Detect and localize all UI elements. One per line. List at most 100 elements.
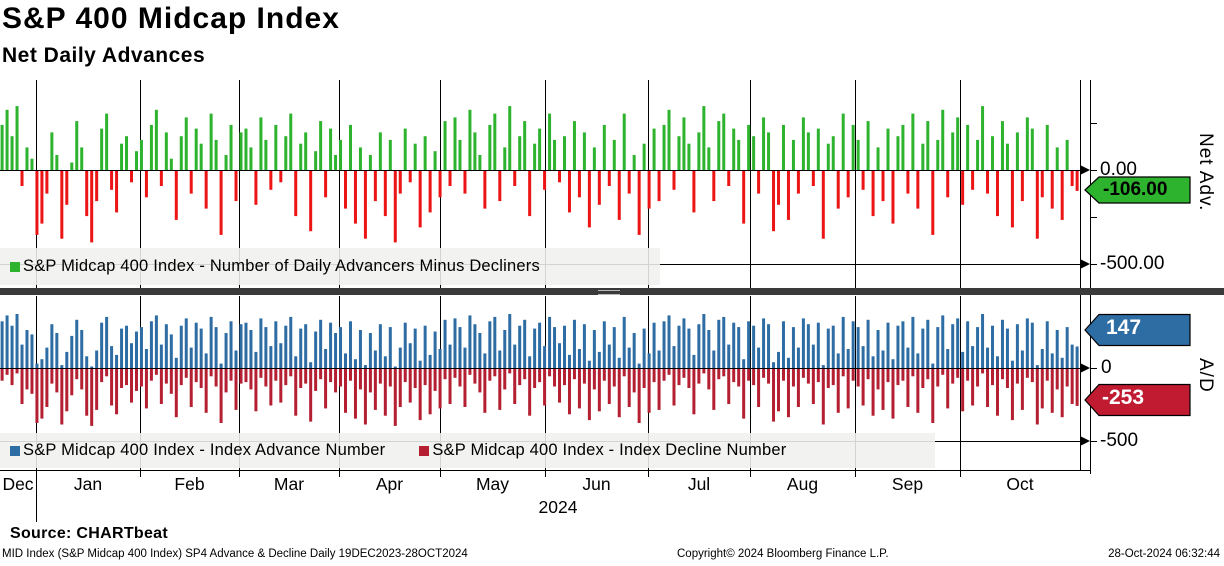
net-advance-bar bbox=[224, 155, 228, 170]
advance-bar bbox=[254, 351, 258, 368]
advance-bar bbox=[742, 359, 746, 368]
decline-bar bbox=[254, 369, 258, 412]
net-advance-bar bbox=[239, 132, 243, 170]
advance-bar bbox=[976, 327, 980, 368]
advance-bar bbox=[538, 322, 542, 368]
net-advance-bar bbox=[762, 117, 766, 170]
decline-bar bbox=[15, 369, 19, 374]
decline-bar bbox=[174, 369, 178, 418]
net-decline-bar bbox=[219, 171, 223, 235]
advance-bar bbox=[777, 351, 781, 368]
net-decline-bar bbox=[786, 171, 790, 220]
advance-bar bbox=[757, 347, 761, 368]
decline-bar bbox=[314, 369, 318, 391]
net-decline-bar bbox=[607, 171, 611, 186]
decline-bar bbox=[413, 369, 417, 388]
decline-bar bbox=[697, 369, 701, 384]
net-decline-bar bbox=[383, 171, 387, 217]
net-advance-bar bbox=[737, 139, 741, 170]
advance-bar bbox=[692, 354, 696, 368]
advance-bar bbox=[572, 319, 576, 368]
decline-series-swatch-icon bbox=[419, 445, 430, 456]
advance-bar bbox=[662, 321, 666, 368]
net-legend-label: S&P Midcap 400 Index - Number of Daily A… bbox=[23, 257, 540, 275]
ad-tick-minus500: -500 bbox=[1100, 430, 1139, 451]
advance-bar bbox=[702, 314, 706, 368]
advance-bar bbox=[368, 333, 372, 368]
advance-bar bbox=[304, 324, 308, 368]
decline-bar bbox=[1060, 369, 1064, 418]
advance-bar bbox=[916, 353, 920, 368]
advance-bar bbox=[65, 351, 69, 368]
net-decline-bar bbox=[672, 171, 676, 190]
net-advance-bar bbox=[503, 147, 507, 170]
advance-bar bbox=[40, 359, 44, 368]
advance-legend-item[interactable]: S&P Midcap 400 Index - Index Advance Num… bbox=[0, 441, 385, 460]
advance-bar bbox=[314, 331, 318, 368]
decline-bar bbox=[169, 369, 173, 394]
net-advance-bar bbox=[154, 109, 158, 170]
net-advance-bar bbox=[50, 132, 54, 170]
advance-bar bbox=[324, 349, 328, 368]
advance-bar bbox=[617, 357, 621, 368]
advance-bar bbox=[329, 322, 333, 368]
decline-bar bbox=[35, 369, 39, 423]
decline-bar bbox=[30, 369, 34, 394]
decline-bar bbox=[727, 369, 731, 404]
advance-bar bbox=[1020, 350, 1024, 368]
net-decline-bar bbox=[344, 171, 348, 209]
decline-bar bbox=[553, 369, 557, 387]
decline-bar bbox=[234, 369, 238, 410]
net-advance-bar bbox=[199, 143, 203, 170]
net-advance-bar bbox=[518, 136, 522, 170]
advance-bar bbox=[796, 347, 800, 368]
net-advance-bar bbox=[592, 147, 596, 170]
net-advance-bar bbox=[876, 147, 880, 170]
decline-bar bbox=[20, 369, 24, 404]
decline-bar bbox=[179, 369, 183, 386]
decline-bar bbox=[90, 369, 94, 426]
decline-bar bbox=[856, 369, 860, 387]
decline-bar bbox=[279, 369, 283, 403]
net-decline-bar bbox=[627, 171, 631, 194]
decline-legend-item[interactable]: S&P Midcap 400 Index - Index Decline Num… bbox=[409, 441, 786, 460]
advance-bar bbox=[677, 325, 681, 368]
decline-last-value-badge bbox=[1084, 383, 1191, 417]
net-decline-bar bbox=[144, 171, 148, 198]
net-decline-bar bbox=[279, 171, 283, 183]
net-legend[interactable]: S&P Midcap 400 Index - Number of Daily A… bbox=[0, 248, 660, 285]
net-decline-bar bbox=[727, 171, 731, 186]
decline-bar bbox=[284, 369, 288, 386]
advance-bar bbox=[732, 322, 736, 368]
net-decline-bar bbox=[373, 171, 377, 202]
advance-bar bbox=[543, 346, 547, 368]
advance-bar bbox=[901, 321, 905, 368]
advance-bar bbox=[1060, 357, 1064, 368]
panel-splitter[interactable] bbox=[0, 288, 1224, 295]
decline-bar bbox=[682, 369, 686, 378]
net-advance-bar bbox=[896, 136, 900, 170]
month-label: Jul bbox=[687, 474, 711, 494]
decline-bar bbox=[259, 369, 263, 378]
advance-bar bbox=[931, 363, 935, 368]
decline-bar bbox=[294, 369, 298, 416]
net-advance-bar bbox=[981, 106, 985, 170]
advance-bar bbox=[115, 354, 119, 368]
advance-bar bbox=[1000, 319, 1004, 368]
net-advance-bar bbox=[747, 124, 751, 170]
advance-bar bbox=[946, 349, 950, 368]
decline-bar bbox=[886, 369, 890, 383]
decline-bar bbox=[224, 369, 228, 393]
net-decline-bar bbox=[294, 171, 298, 217]
net-decline-bar bbox=[1020, 171, 1024, 202]
net-decline-bar bbox=[567, 171, 571, 213]
net-decline-bar bbox=[90, 171, 94, 243]
decline-bar bbox=[617, 369, 621, 418]
net-advance-bar bbox=[274, 124, 278, 170]
advance-bar bbox=[423, 325, 427, 368]
net-advance-bar bbox=[553, 139, 557, 170]
advance-bar bbox=[348, 321, 352, 368]
advance-bar bbox=[712, 350, 716, 368]
net-advance-bar bbox=[334, 155, 338, 170]
net-advance-bar bbox=[508, 106, 512, 170]
